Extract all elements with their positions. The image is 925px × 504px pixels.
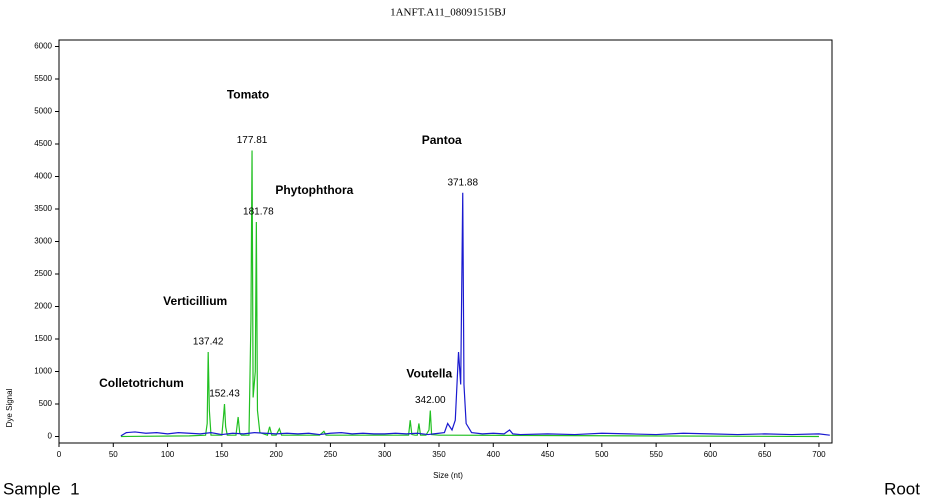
sample-label: Sample 1 <box>3 479 80 498</box>
x-tick-label: 50 <box>109 450 118 459</box>
y-tick-label: 5500 <box>34 74 52 83</box>
y-tick-label: 5000 <box>34 107 52 116</box>
peak-size-label: 181.78 <box>243 207 274 218</box>
tissue-label: Root <box>884 479 920 498</box>
peak-name-label: Voutella <box>406 367 452 381</box>
trace <box>120 150 819 438</box>
peak-size-label: 177.81 <box>237 135 268 146</box>
peak-name-label: Pantoa <box>422 133 462 147</box>
x-tick-label: 350 <box>432 450 446 459</box>
x-tick-label: 250 <box>324 450 338 459</box>
x-tick-label: 450 <box>541 450 555 459</box>
y-tick-label: 1000 <box>34 367 52 376</box>
peak-name-label: Tomato <box>227 88 269 102</box>
peak-size-label: 152.43 <box>209 389 240 400</box>
peak-name-label: Phytophthora <box>275 183 353 197</box>
x-tick-label: 550 <box>649 450 663 459</box>
trace <box>120 192 830 437</box>
x-tick-label: 650 <box>758 450 772 459</box>
x-tick-label: 400 <box>487 450 501 459</box>
y-tick-label: 3000 <box>34 237 52 246</box>
y-tick-label: 1500 <box>34 334 52 343</box>
x-tick-label: 100 <box>161 450 175 459</box>
peak-size-label: 342.00 <box>415 395 446 406</box>
y-tick-label: 6000 <box>34 42 52 51</box>
x-tick-label: 700 <box>812 450 826 459</box>
peak-size-label: 371.88 <box>447 177 478 188</box>
x-tick-label: 300 <box>378 450 392 459</box>
y-tick-label: 3500 <box>34 204 52 213</box>
y-tick-label: 2500 <box>34 269 52 278</box>
peak-size-label: 137.42 <box>193 337 224 348</box>
x-tick-label: 500 <box>595 450 609 459</box>
chart-title: 1ANFT.A11_08091515BJ <box>390 7 507 19</box>
x-tick-label: 0 <box>57 450 62 459</box>
y-tick-label: 2000 <box>34 302 52 311</box>
peak-name-label: Colletotrichum <box>99 376 184 390</box>
x-axis-label: Size (nt) <box>433 471 463 480</box>
peak-name-label: Verticillium <box>163 294 227 308</box>
y-tick-label: 0 <box>48 432 53 441</box>
y-axis-label: Dye Signal <box>5 388 14 427</box>
y-tick-label: 500 <box>39 399 53 408</box>
y-tick-label: 4000 <box>34 172 52 181</box>
x-tick-label: 200 <box>269 450 283 459</box>
x-tick-label: 600 <box>704 450 718 459</box>
y-tick-label: 4500 <box>34 139 52 148</box>
x-tick-label: 150 <box>215 450 229 459</box>
